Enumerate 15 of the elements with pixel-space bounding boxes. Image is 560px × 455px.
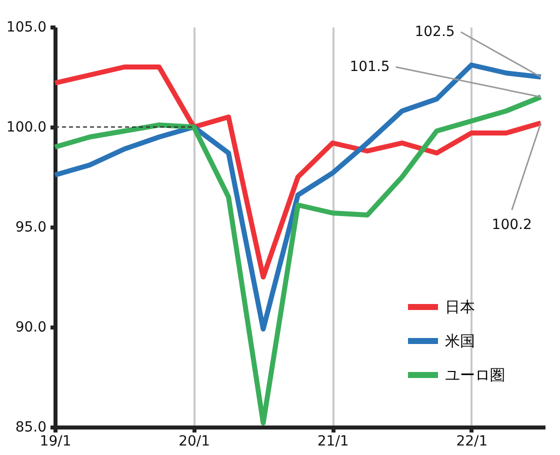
data-label: 101.5 — [350, 59, 390, 75]
y-tick-label: 100.0 — [6, 120, 46, 136]
y-tick-label: 95.0 — [15, 220, 46, 236]
x-tick-label: 22/1 — [456, 434, 488, 450]
y-tick-label: 90.0 — [15, 320, 46, 336]
x-tick-label: 20/1 — [178, 434, 210, 450]
legend-label: ユーロ圏 — [445, 366, 505, 384]
y-tick-label: 85.0 — [15, 420, 46, 436]
x-tick-label: 21/1 — [317, 434, 349, 450]
x-tick-label: 19/1 — [40, 434, 72, 450]
y-tick-label: 105.0 — [6, 20, 46, 36]
data-label: 100.2 — [492, 217, 532, 233]
legend-label: 米国 — [445, 332, 475, 350]
legend-label: 日本 — [445, 298, 475, 316]
data-label: 102.5 — [414, 24, 455, 40]
